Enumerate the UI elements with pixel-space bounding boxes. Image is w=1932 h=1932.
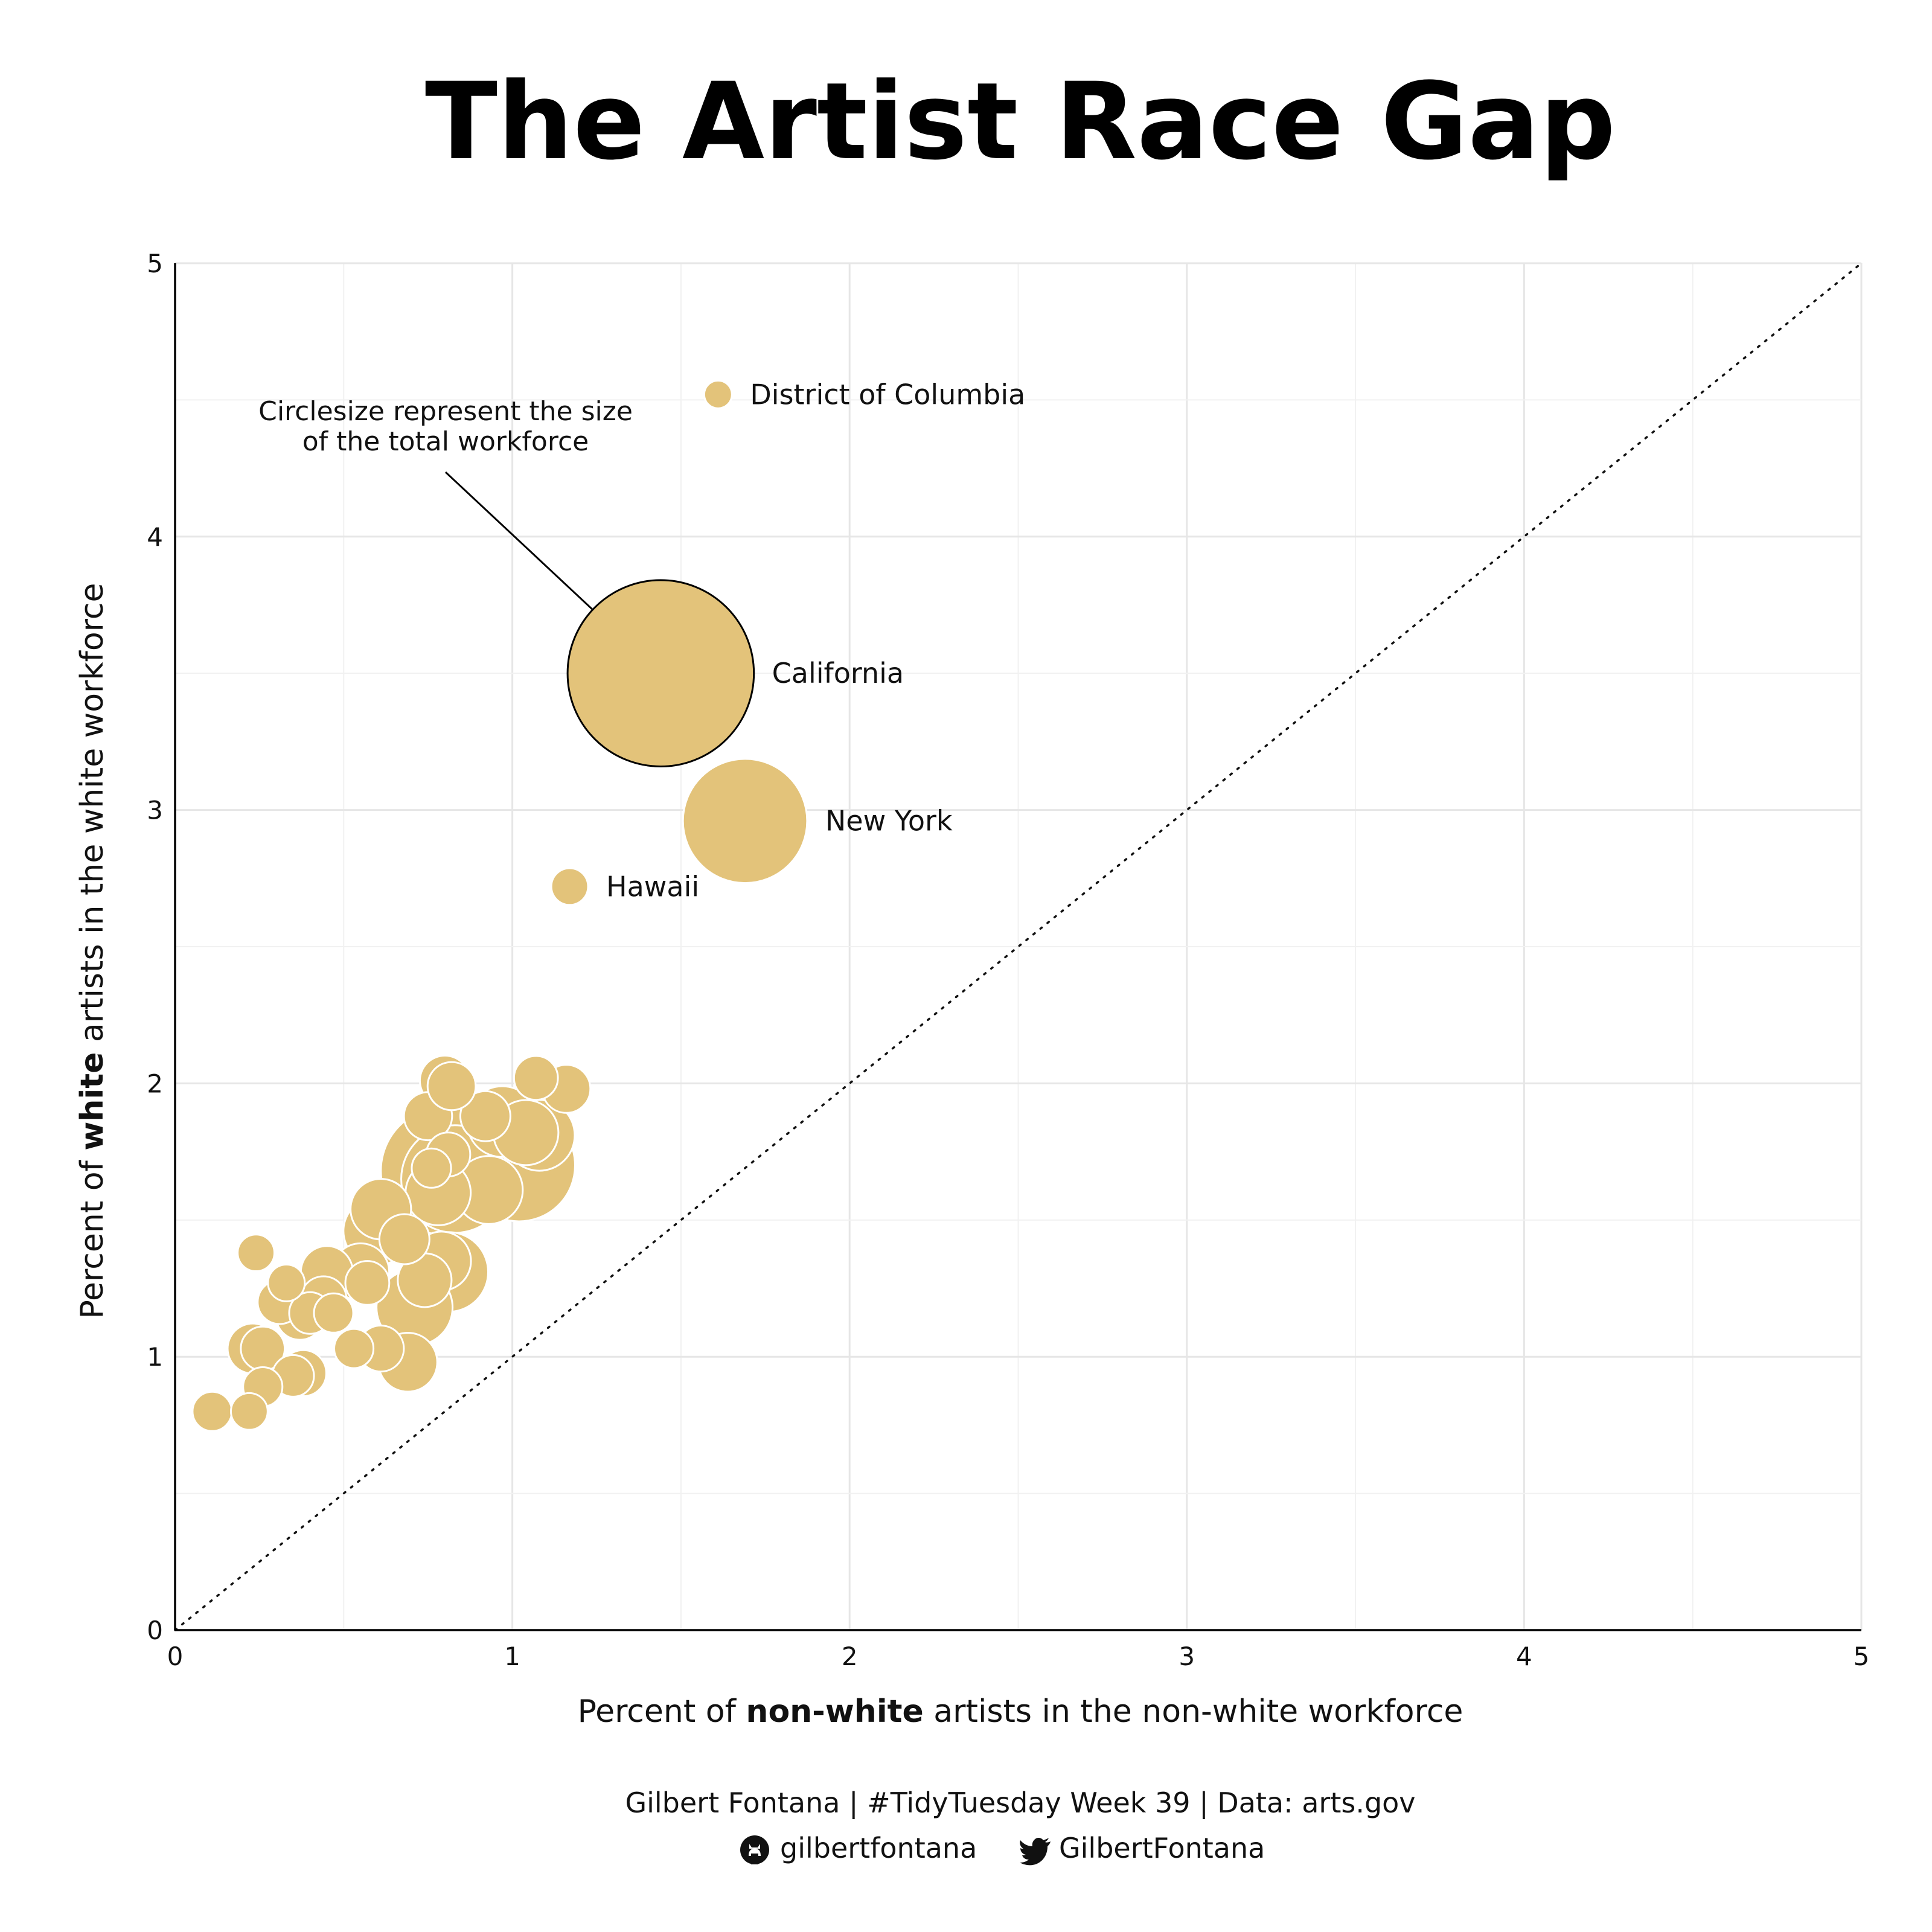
size-annotation: Circlesize represent the size of the tot…: [258, 396, 633, 610]
label-district-of-columbia: District of Columbia: [750, 378, 1025, 411]
axes: [174, 263, 1861, 1631]
state-point: [333, 1328, 375, 1369]
state-point: [229, 1392, 269, 1431]
caption-credits: Gilbert Fontana | #TidyTuesday Week 39 |…: [625, 1786, 1415, 1820]
y-axis-label-bold: white: [74, 1052, 110, 1151]
annotation-line-1: Circlesize represent the size: [258, 396, 633, 427]
y-axis-label: Percent of white artists in the white wo…: [74, 583, 110, 1319]
twitter-handle: GilbertFontana: [1059, 1832, 1265, 1864]
y-tick-label: 0: [147, 1616, 163, 1645]
caption: Gilbert Fontana | #TidyTuesday Week 39 |…: [625, 1786, 1416, 1866]
y-tick-label: 1: [147, 1342, 163, 1372]
state-point: [426, 1061, 477, 1112]
state-point: [513, 1055, 559, 1101]
y-tick-label: 2: [147, 1069, 163, 1098]
point-california: [566, 579, 755, 767]
x-tick-labels: 0 1 2 3 4 5: [167, 1642, 1870, 1671]
caption-handles: gilbertfontana GilbertFontana: [740, 1832, 1265, 1866]
y-axis-label-post: artists in the white workforce: [74, 583, 110, 1052]
state-point: [411, 1147, 452, 1189]
label-hawaii: Hawaii: [606, 870, 699, 903]
labeled-points: District of Columbia California New York Ha…: [550, 378, 1025, 906]
state-point: [378, 1213, 430, 1265]
state-point: [267, 1264, 306, 1302]
x-tick-label: 4: [1516, 1642, 1532, 1671]
y-tick-label: 5: [147, 249, 163, 278]
y-tick-labels: 0 1 2 3 4 5: [147, 249, 163, 1645]
github-handle: gilbertfontana: [780, 1832, 977, 1864]
state-point: [344, 1260, 391, 1306]
identity-line: [174, 262, 1863, 1631]
chart-title: The Artist Race Gap: [425, 60, 1616, 184]
github-icon: [740, 1835, 769, 1864]
annotation-pointer: [444, 471, 593, 610]
x-tick-label: 5: [1854, 1642, 1870, 1671]
state-point: [459, 1090, 511, 1142]
point-hawaii: [550, 867, 589, 906]
reference-line: [174, 262, 1863, 1631]
x-tick-label: 3: [1179, 1642, 1195, 1671]
label-new-york: New York: [825, 805, 953, 837]
y-tick-label: 3: [147, 796, 163, 825]
y-tick-label: 4: [147, 522, 163, 552]
state-point: [313, 1292, 354, 1334]
y-axis-label-pre: Percent of: [74, 1151, 110, 1319]
state-point: [237, 1233, 275, 1273]
x-tick-label: 1: [504, 1642, 520, 1671]
x-tick-label: 2: [842, 1642, 858, 1671]
twitter-icon: [1020, 1838, 1051, 1866]
annotation-line-2: of the total workforce: [302, 426, 589, 457]
state-point: [191, 1390, 233, 1432]
x-axis-label-post: artists in the non-white workforce: [924, 1694, 1463, 1730]
x-tick-label: 0: [167, 1642, 184, 1671]
x-axis-label-bold: non-white: [746, 1694, 923, 1730]
x-axis-label-pre: Percent of: [578, 1694, 746, 1730]
label-california: California: [772, 657, 904, 689]
point-district-of-columbia: [703, 379, 733, 409]
point-new-york: [682, 758, 808, 884]
scatter-points: [191, 1054, 592, 1432]
x-axis-label: Percent of non-white artists in the non-…: [578, 1694, 1463, 1730]
